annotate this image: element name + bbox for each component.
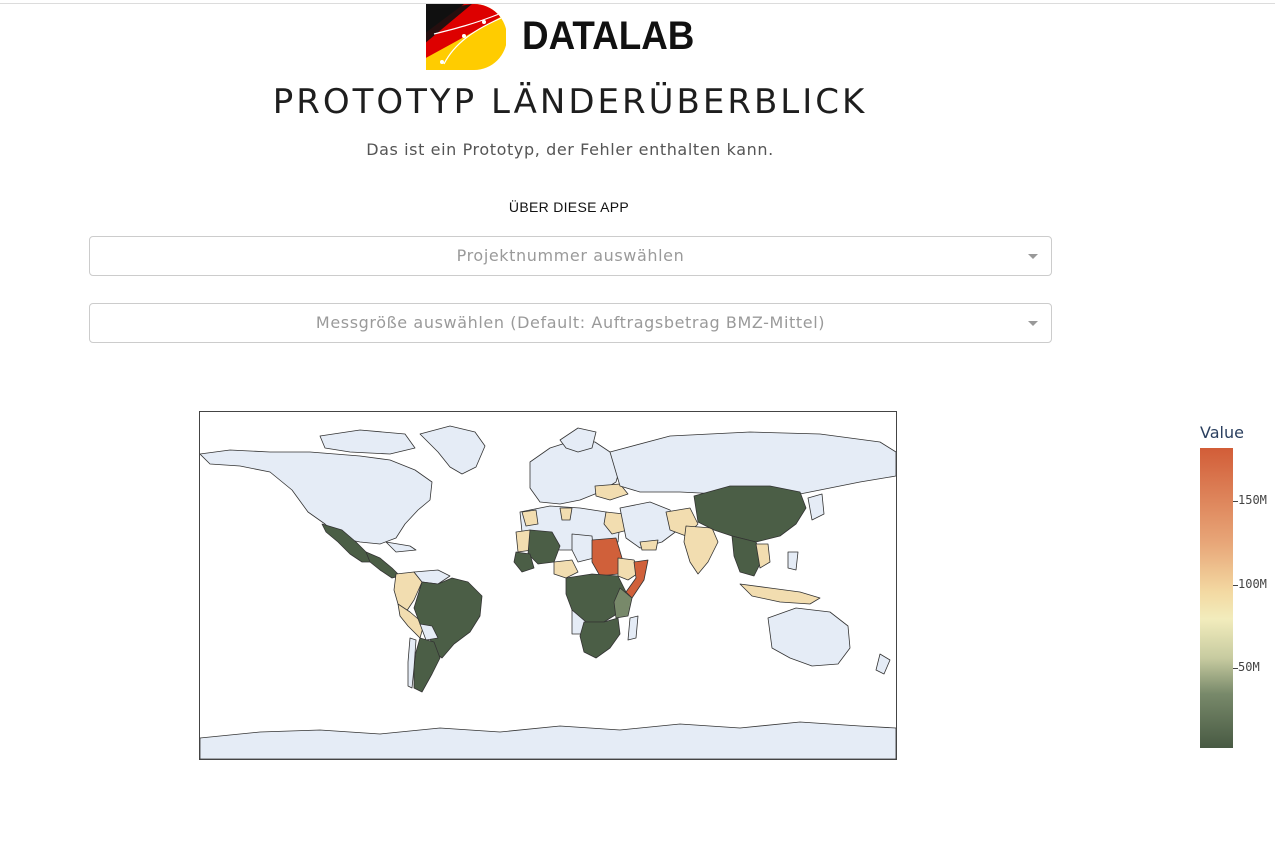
region-yemen <box>639 539 659 551</box>
region-kenya-tanzania <box>613 587 633 619</box>
region-korea-japan <box>807 493 825 521</box>
region-chad <box>571 533 595 563</box>
region-mexico <box>321 523 373 563</box>
datalab-logo: DATALAB <box>424 4 714 70</box>
colorbar-tick <box>1233 501 1238 502</box>
chevron-down-icon[interactable] <box>1028 321 1038 326</box>
region-russia <box>609 431 896 497</box>
region-north-america <box>200 449 433 545</box>
top-border <box>0 3 1275 4</box>
region-bolivia <box>419 623 439 641</box>
region-china-mongolia <box>693 485 807 543</box>
region-southeast-asia <box>731 535 763 577</box>
region-madagascar <box>627 615 639 641</box>
page-subtitle: Das ist ein Prototyp, der Fehler enthalt… <box>366 140 774 159</box>
region-philippines <box>787 551 799 571</box>
colorbar-tick <box>1233 668 1238 669</box>
region-caribbean <box>385 541 417 553</box>
logo-mark-icon <box>426 4 506 70</box>
region-southern-africa <box>579 617 621 659</box>
region-senegal-guinea <box>513 551 535 573</box>
region-central-africa <box>565 573 627 623</box>
world-map-svg[interactable] <box>200 412 896 759</box>
metric-placeholder: Messgröße auswählen (Default: Auftragsbe… <box>315 313 826 332</box>
project-number-placeholder: Projektnummer auswählen <box>456 246 685 265</box>
about-app-link[interactable]: ÜBER DIESE APP <box>508 199 630 215</box>
colorbar-label-150m: 150M <box>1238 493 1267 507</box>
region-new-zealand <box>875 653 891 675</box>
region-morocco <box>521 509 539 527</box>
region-antarctica <box>200 721 896 759</box>
metric-dropdown[interactable]: Messgröße auswählen (Default: Auftragsbe… <box>89 303 1052 343</box>
colorbar-title: Value <box>1200 423 1244 442</box>
logo-text: DATALAB <box>522 14 695 58</box>
region-central-america <box>365 551 401 579</box>
colorbar-tick <box>1233 585 1238 586</box>
region-chile <box>407 637 417 689</box>
region-arctic-islands <box>319 429 416 455</box>
region-indonesia <box>739 583 821 605</box>
region-sudan <box>591 537 623 577</box>
region-tunisia <box>559 507 573 521</box>
region-vietnam-laos <box>755 543 771 569</box>
region-venezuela-guyana <box>413 569 451 585</box>
region-ukraine <box>594 483 629 501</box>
colorbar <box>1200 448 1233 748</box>
world-choropleth-map[interactable] <box>199 411 897 760</box>
region-middle-east <box>619 501 679 549</box>
chevron-down-icon[interactable] <box>1028 254 1038 259</box>
region-argentina <box>413 637 441 693</box>
region-greenland <box>419 425 486 475</box>
region-nigeria <box>553 559 579 579</box>
region-india <box>683 525 719 575</box>
project-number-dropdown[interactable]: Projektnummer auswählen <box>89 236 1052 276</box>
region-scandinavia <box>559 427 597 453</box>
colorbar-label-50m: 50M <box>1238 660 1260 674</box>
colorbar-label-100m: 100M <box>1238 577 1267 591</box>
page-title: PROTOTYP LÄNDERÜBERBLICK <box>272 82 868 122</box>
region-australia <box>767 607 851 667</box>
